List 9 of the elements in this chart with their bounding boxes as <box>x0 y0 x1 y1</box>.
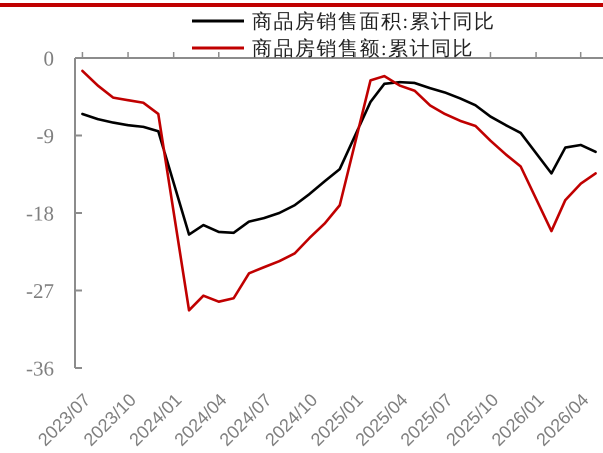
y-tick-label: -27 <box>26 278 54 303</box>
line-series <box>81 80 597 236</box>
y-tick-label: -9 <box>36 124 54 148</box>
y-tick-label: 0 <box>44 46 54 70</box>
y-tick-label: -18 <box>26 201 54 226</box>
legend-label: 商品房销售面积:累计同比 <box>252 11 496 34</box>
legend-label: 商品房销售额:累计同比 <box>252 38 474 60</box>
y-tick-label: -36 <box>26 356 54 380</box>
line-series <box>81 70 597 312</box>
